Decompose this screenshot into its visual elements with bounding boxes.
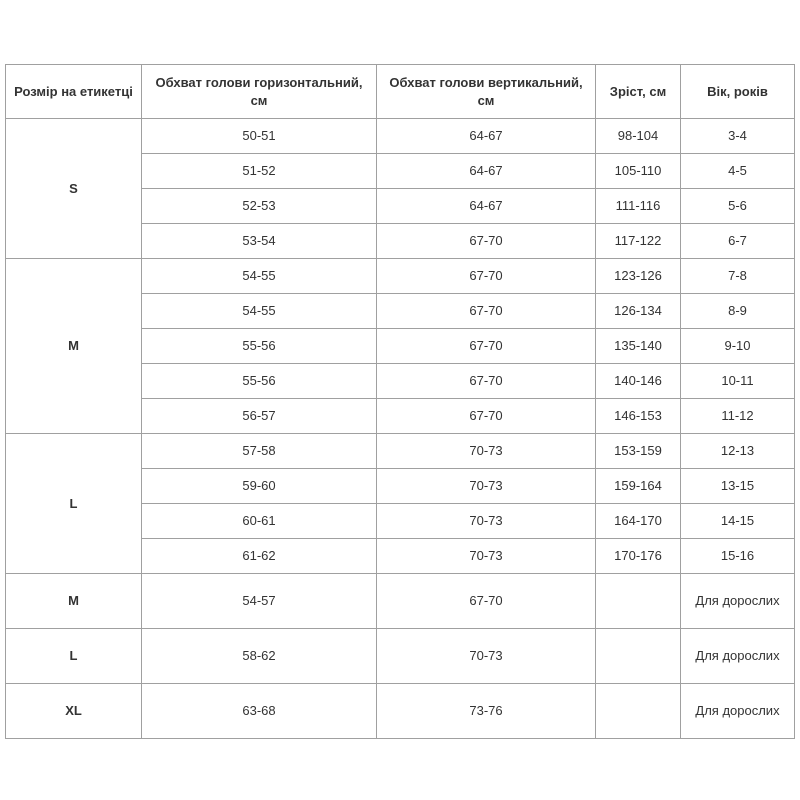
table-cell: Для дорослих (680, 683, 795, 739)
table-cell: 54-57 (141, 573, 377, 629)
size-label: M (5, 573, 142, 629)
table-cell: 12-13 (680, 433, 795, 469)
table-row: 52-53 64-67 111-116 5-6 (6, 188, 795, 224)
size-label: L (5, 628, 142, 684)
table-cell: 126-134 (595, 293, 681, 329)
table-cell: 67-70 (376, 258, 596, 294)
table-row: M 54-55 67-70 123-126 7-8 (5, 258, 795, 434)
table-cell: 67-70 (376, 398, 596, 434)
table-cell: 53-54 (141, 223, 377, 259)
table-cell: 57-58 (141, 433, 377, 469)
table-row: 53-54 67-70 117-122 6-7 (6, 223, 795, 259)
table-cell: 9-10 (680, 328, 795, 364)
table-cell: 64-67 (376, 118, 596, 154)
table-cell (595, 628, 681, 684)
size-label: XL (5, 683, 142, 739)
table-cell: 4-5 (680, 153, 795, 189)
column-header: Обхват голови вертикальний, см (376, 64, 596, 119)
table-cell: 70-73 (376, 503, 596, 539)
table-cell: 11-12 (680, 398, 795, 434)
table-cell: 7-8 (680, 258, 795, 294)
table-cell (595, 683, 681, 739)
table-cell: 8-9 (680, 293, 795, 329)
table-cell: 5-6 (680, 188, 795, 224)
table-cell: 15-16 (680, 538, 795, 574)
table-cell: 67-70 (376, 293, 596, 329)
table-cell: 14-15 (680, 503, 795, 539)
column-header: Розмір на етикетці (5, 64, 142, 119)
table-cell: 67-70 (376, 573, 596, 629)
table-cell (595, 573, 681, 629)
table-cell: 70-73 (376, 468, 596, 504)
table-row: 55-56 67-70 140-146 10-11 (6, 363, 795, 399)
table-cell: 153-159 (595, 433, 681, 469)
table-cell: 10-11 (680, 363, 795, 399)
table-cell: Для дорослих (680, 573, 795, 629)
column-header: Обхват голови горизонтальний, см (141, 64, 377, 119)
table-cell: 59-60 (141, 468, 377, 504)
table-cell: 52-53 (141, 188, 377, 224)
table-cell: 164-170 (595, 503, 681, 539)
table-cell: 73-76 (376, 683, 596, 739)
size-label: S (5, 118, 142, 259)
table-row: 55-56 67-70 135-140 9-10 (6, 328, 795, 364)
table-cell: 13-15 (680, 468, 795, 504)
table-cell: 146-153 (595, 398, 681, 434)
table-cell: 67-70 (376, 363, 596, 399)
table-cell: 170-176 (595, 538, 681, 574)
table-cell: 55-56 (141, 363, 377, 399)
table-row: S 50-51 64-67 98-104 3-4 (5, 118, 795, 259)
table-cell: 63-68 (141, 683, 377, 739)
table-cell: 54-55 (141, 293, 377, 329)
table-cell: 3-4 (680, 118, 795, 154)
table-cell: 50-51 (141, 118, 377, 154)
table-cell: 70-73 (376, 433, 596, 469)
table-row: XL 63-68 73-76 Для дорослих (5, 683, 795, 739)
table-cell: 140-146 (595, 363, 681, 399)
table-row: L 58-62 70-73 Для дорослих (5, 628, 795, 684)
header-row: Розмір на етикетці Обхват голови горизонт… (5, 64, 795, 119)
table-cell: 55-56 (141, 328, 377, 364)
table-row: L 57-58 70-73 153-159 12-13 (5, 433, 795, 574)
table-cell: Для дорослих (680, 628, 795, 684)
table-cell: 135-140 (595, 328, 681, 364)
table-cell: 111-116 (595, 188, 681, 224)
table-cell: 54-55 (141, 258, 377, 294)
table-cell: 117-122 (595, 223, 681, 259)
table-cell: 64-67 (376, 153, 596, 189)
table-cell: 58-62 (141, 628, 377, 684)
table-cell: 105-110 (595, 153, 681, 189)
column-header: Вік, років (680, 64, 795, 119)
size-chart-table: Розмір на етикетці Обхват голови горизонт… (5, 64, 795, 739)
table-row: 51-52 64-67 105-110 4-5 (6, 153, 795, 189)
table-cell: 70-73 (376, 538, 596, 574)
table-row: M 54-57 67-70 Для дорослих (5, 573, 795, 629)
table-cell: 67-70 (376, 223, 596, 259)
size-label: L (5, 433, 142, 574)
table-cell: 123-126 (595, 258, 681, 294)
table-cell: 70-73 (376, 628, 596, 684)
table-cell: 98-104 (595, 118, 681, 154)
table-cell: 61-62 (141, 538, 377, 574)
table-cell: 64-67 (376, 188, 596, 224)
table-row: 54-55 67-70 126-134 8-9 (6, 293, 795, 329)
table-cell: 51-52 (141, 153, 377, 189)
size-label: M (5, 258, 142, 434)
column-header: Зріст, см (595, 64, 681, 119)
table-cell: 6-7 (680, 223, 795, 259)
table-cell: 60-61 (141, 503, 377, 539)
table-cell: 159-164 (595, 468, 681, 504)
table-cell: 67-70 (376, 328, 596, 364)
table-row: 56-57 67-70 146-153 11-12 (6, 398, 795, 434)
table-row: 59-60 70-73 159-164 13-15 (6, 468, 795, 504)
table-cell: 56-57 (141, 398, 377, 434)
